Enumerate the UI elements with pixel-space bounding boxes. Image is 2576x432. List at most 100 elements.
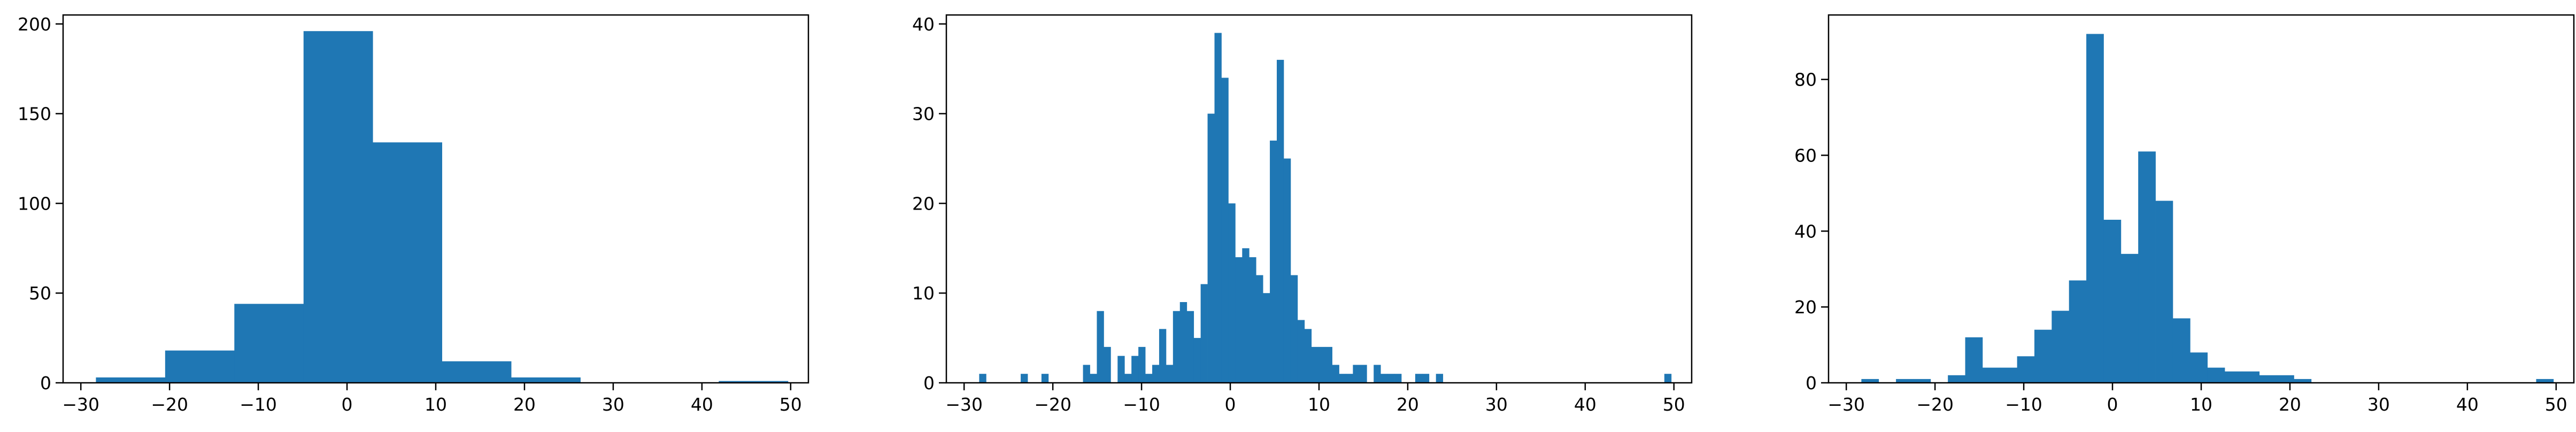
histogram-bar: [1380, 374, 1388, 383]
histogram-bar: [2103, 220, 2122, 383]
histogram-subplot-3: −30 −20 −10 0 10 20 30 40 50 0 20 40 60 80: [1794, 14, 2575, 415]
y-tick-label: 50: [29, 283, 51, 304]
histogram-bar: [1166, 365, 1174, 383]
histogram-bar: [1138, 346, 1146, 383]
histogram-bar: [2259, 375, 2277, 383]
y-tick-label: 60: [1794, 145, 1817, 166]
x-tick-label: 30: [2367, 394, 2390, 415]
y-tick-label: 0: [1806, 373, 1817, 394]
histogram-bar: [1193, 338, 1201, 383]
histogram-bar: [1200, 284, 1208, 383]
histogram-subplot-2: −30 −20 −10 0 10 20 30 40 50 0 10 20 30 40: [912, 14, 1693, 415]
histogram-bar: [1117, 356, 1125, 383]
histogram-bar: [1152, 365, 1160, 383]
x-tick-label: 50: [2545, 394, 2567, 415]
histogram-bar: [1913, 379, 1931, 383]
x-tick-label: 0: [342, 394, 353, 415]
histogram-bar: [2172, 318, 2191, 383]
histogram-bar: [1186, 311, 1194, 383]
histogram-bar: [1104, 346, 1111, 383]
histogram-bar: [2017, 356, 2035, 383]
histogram-bar: [2224, 371, 2242, 383]
histogram-bar: [2138, 151, 2156, 383]
x-tick-label: −30: [62, 394, 99, 415]
x-tick-label: 0: [1225, 394, 1236, 415]
histogram-subplot-1: −30 −20 −10 0 10 20 30 40 50 0 50 100 150 200: [18, 14, 809, 415]
histogram-bar: [234, 304, 304, 383]
y-tick-label: 20: [1794, 297, 1817, 318]
x-tick-label: 10: [425, 394, 447, 415]
histogram-bar: [1394, 374, 1402, 383]
histogram-bar: [1339, 374, 1346, 383]
x-tick-label: 50: [780, 394, 802, 415]
histogram-bar: [1277, 59, 1284, 383]
histogram-bar: [1145, 374, 1153, 383]
histogram-bar: [2051, 311, 2070, 383]
histogram-bar: [1436, 374, 1444, 383]
histogram-bar: [2086, 34, 2104, 383]
histogram-bar: [1270, 140, 1277, 383]
histogram-bar: [1131, 356, 1139, 383]
histogram-bar: [1360, 365, 1367, 383]
histogram-bar: [1124, 374, 1132, 383]
histogram-bar: [1346, 374, 1353, 383]
x-tick-label: −20: [1916, 394, 1954, 415]
histogram-bar: [2120, 253, 2139, 383]
y-tick-label: 20: [912, 193, 935, 214]
histogram-bar: [442, 361, 512, 383]
histogram-bar: [1422, 374, 1430, 383]
x-tick-label: 20: [1397, 394, 1419, 415]
histogram-bar: [96, 377, 166, 383]
x-tick-label: −10: [2005, 394, 2042, 415]
x-tick-label: −10: [240, 394, 277, 415]
histogram-bar: [373, 142, 443, 383]
histogram-bar: [1214, 33, 1222, 383]
histogram-bar: [1415, 374, 1423, 383]
histogram-bar: [2069, 280, 2087, 383]
x-tick-label: 20: [2279, 394, 2301, 415]
histogram-bar: [1896, 379, 1914, 383]
histogram-bar: [1290, 275, 1298, 383]
histogram-bar: [1256, 275, 1263, 383]
histogram-bar: [1228, 203, 1236, 383]
y-tick-label: 150: [18, 104, 51, 125]
histogram-bar: [1083, 365, 1090, 383]
histogram-bar: [1041, 374, 1049, 383]
histogram-bar: [1965, 337, 1983, 383]
x-tick-label: 10: [2190, 394, 2212, 415]
histogram-bar: [979, 374, 986, 383]
histogram-bar: [1664, 374, 1672, 383]
histogram-bar: [2155, 200, 2173, 383]
histogram-bar: [1297, 320, 1305, 383]
histogram-bar: [511, 377, 581, 383]
histogram-bar: [2000, 367, 2018, 383]
x-tick-label: 20: [513, 394, 536, 415]
histogram-bar: [1374, 365, 1381, 383]
x-tick-label: 40: [1574, 394, 1596, 415]
histogram-bar: [1263, 293, 1270, 383]
y-tick-label: 80: [1794, 70, 1817, 90]
histogram-bar: [1387, 374, 1395, 383]
histogram-bar: [1332, 365, 1339, 383]
y-tick-label: 200: [18, 14, 51, 35]
x-tick-label: 0: [2107, 394, 2118, 415]
x-tick-label: 50: [1663, 394, 1685, 415]
histogram-bar: [1221, 78, 1229, 383]
histogram-bar: [1948, 375, 1965, 383]
histogram-bar: [1861, 379, 1879, 383]
x-tick-label: 30: [602, 394, 624, 415]
histogram-bar: [1982, 367, 2000, 383]
histogram-bar: [1207, 113, 1215, 383]
y-tick-label: 30: [912, 104, 935, 125]
x-tick-label: 30: [1485, 394, 1508, 415]
x-tick-label: −20: [151, 394, 188, 415]
x-tick-label: −20: [1034, 394, 1071, 415]
histogram-bar: [2536, 379, 2554, 383]
histogram-bar: [2034, 329, 2052, 383]
histogram-bar: [1097, 311, 1104, 383]
histogram-bar: [2294, 379, 2312, 383]
x-tick-label: 40: [2456, 394, 2479, 415]
histogram-bar: [2207, 367, 2225, 383]
x-tick-label: 40: [691, 394, 713, 415]
